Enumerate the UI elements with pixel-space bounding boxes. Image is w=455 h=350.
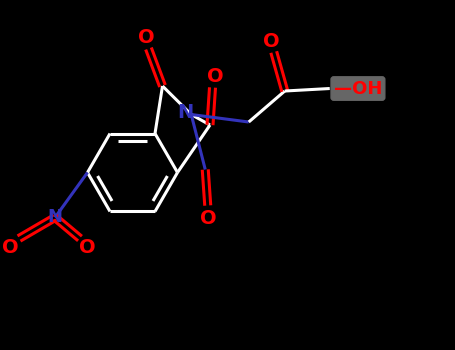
- Text: O: O: [201, 209, 217, 228]
- Text: O: O: [263, 32, 279, 50]
- Text: O: O: [79, 238, 96, 257]
- Text: O: O: [138, 28, 154, 47]
- Text: —OH: —OH: [334, 79, 382, 98]
- Text: N: N: [47, 209, 62, 226]
- Text: O: O: [207, 67, 223, 86]
- Text: N: N: [177, 103, 193, 121]
- Text: O: O: [2, 238, 18, 257]
